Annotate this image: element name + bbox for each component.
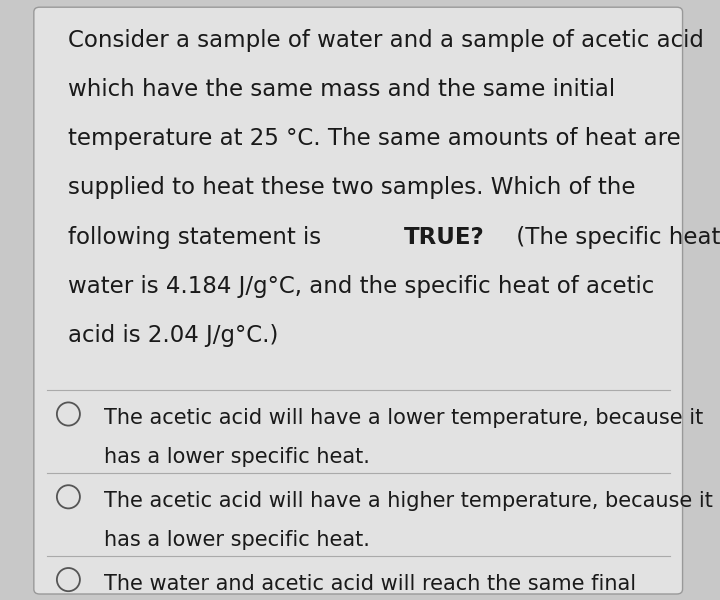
- Text: has a lower specific heat.: has a lower specific heat.: [104, 530, 370, 550]
- Text: (The specific heat of: (The specific heat of: [508, 226, 720, 248]
- Text: following statement is: following statement is: [68, 226, 329, 248]
- FancyBboxPatch shape: [34, 7, 683, 594]
- Text: acid is 2.04 J/g°C.): acid is 2.04 J/g°C.): [68, 324, 279, 347]
- Text: water is 4.184 J/g°C, and the specific heat of acetic: water is 4.184 J/g°C, and the specific h…: [68, 275, 654, 298]
- Text: TRUE?: TRUE?: [405, 226, 485, 248]
- Text: The acetic acid will have a higher temperature, because it: The acetic acid will have a higher tempe…: [104, 491, 714, 511]
- Text: The acetic acid will have a lower temperature, because it: The acetic acid will have a lower temper…: [104, 408, 703, 428]
- Text: supplied to heat these two samples. Which of the: supplied to heat these two samples. Whic…: [68, 176, 636, 199]
- Text: The water and acetic acid will reach the same final: The water and acetic acid will reach the…: [104, 574, 636, 593]
- Text: has a lower specific heat.: has a lower specific heat.: [104, 447, 370, 467]
- Text: temperature at 25 °C. The same amounts of heat are: temperature at 25 °C. The same amounts o…: [68, 127, 681, 150]
- Text: which have the same mass and the same initial: which have the same mass and the same in…: [68, 78, 616, 101]
- Text: Consider a sample of water and a sample of acetic acid: Consider a sample of water and a sample …: [68, 29, 704, 52]
